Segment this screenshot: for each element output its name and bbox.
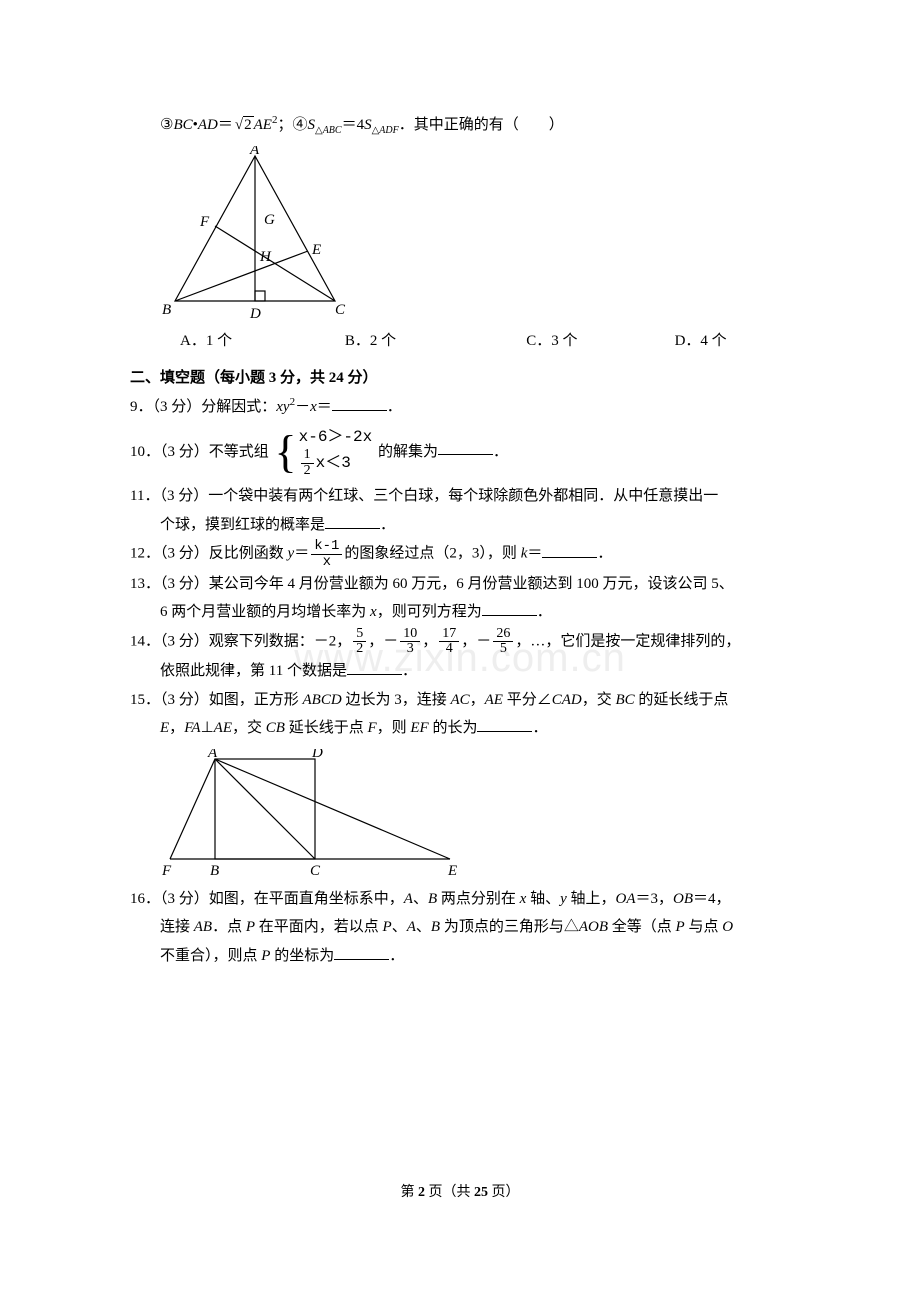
q14-f3n: 17 [439, 627, 459, 643]
footer-page: 2 [418, 1185, 425, 1200]
q11b: 个球，摸到红球的概率是． [130, 511, 790, 540]
q16c: 不重合），则点 P 的坐标为． [130, 942, 790, 971]
svg-text:D: D [311, 749, 323, 761]
label-H: H [259, 249, 272, 265]
q12-frac-num: k-1 [311, 539, 342, 555]
svg-text:B: B [210, 863, 219, 879]
q14-f4d: 5 [493, 642, 513, 657]
figure-q8: A B C D E F G H [130, 146, 790, 321]
choice-C: C．3 个 [526, 327, 674, 356]
q14: 14．（3 分）观察下列数据：－2，52，－103，174，－265，…，它们是… [130, 627, 790, 657]
q16b: 连接 AB．点 P 在平面内，若以点 P、A、B 为顶点的三角形与△AOB 全等… [130, 913, 790, 942]
q14-f3d: 4 [439, 642, 459, 657]
footer-post: 页） [488, 1185, 520, 1200]
q8-choices: A．1 个 B．2 个 C．3 个 D．4 个 [130, 327, 790, 356]
q13b: 6 两个月营业额的月均增长率为 x，则可列方程为． [130, 598, 790, 627]
choice-B: B．2 个 [345, 327, 526, 356]
q10-line2-rest: x＜3 [316, 454, 351, 472]
q11b-text: 个球，摸到红球的概率是 [160, 517, 325, 533]
svg-text:C: C [310, 863, 321, 879]
label-B: B [162, 302, 171, 318]
q14-f2d: 3 [400, 642, 420, 657]
label-E: E [311, 242, 321, 258]
footer-total: 25 [474, 1185, 488, 1200]
q12: 12．（3 分）反比例函数 y＝k-1x的图象经过点（2，3），则 k＝． [130, 539, 790, 569]
footer-pre: 第 [401, 1185, 419, 1200]
q13: 13．（3 分）某公司今年 4 月份营业额为 60 万元，6 月份营业额达到 1… [130, 570, 790, 599]
q10-line1: x-6＞-2x [299, 428, 373, 446]
label-G: G [264, 212, 275, 228]
q10: 10．（3 分）不等式组 { x-6＞-2x 12x＜3 的解集为． [130, 422, 790, 483]
choice-A: A．1 个 [180, 327, 345, 356]
q14b: 依照此规律，第 11 个数据是． [130, 657, 790, 686]
figure-q15: A D F B C E [130, 749, 790, 879]
section2-title: 二、填空题（每小题 3 分，共 24 分） [130, 364, 790, 393]
q12-frac-den: x [311, 555, 342, 570]
svg-text:E: E [447, 863, 457, 879]
q9: 9．（3 分）分解因式：xy2－x＝． [130, 392, 790, 422]
q15: 15．（3 分）如图，正方形 ABCD 边长为 3，连接 AC，AE 平分∠CA… [130, 686, 790, 715]
q15b: E，FA⊥AE，交 CB 延长线于点 F，则 EF 的长为． [130, 714, 790, 743]
choice-D: D．4 个 [675, 327, 790, 356]
q14b-text: 依照此规律，第 11 个数据是 [160, 663, 347, 679]
q10-frac-den: 2 [301, 464, 314, 479]
footer-mid: 页（共 [425, 1185, 474, 1200]
q14-f4n: 26 [493, 627, 513, 643]
page-footer: 第 2 页（共 25 页） [0, 1180, 920, 1207]
svg-text:F: F [161, 863, 172, 879]
label-C: C [335, 302, 346, 318]
svg-text:A: A [207, 749, 218, 761]
q16: 16．（3 分）如图，在平面直角坐标系中，A、B 两点分别在 x 轴、y 轴上，… [130, 885, 790, 914]
q14-f1d: 2 [353, 642, 366, 657]
q8-fragment: ③BC•AD＝2AE2；④S△ABC＝4S△ADF．其中正确的有（ ） [130, 110, 790, 140]
label-D: D [249, 306, 261, 321]
content: ③BC•AD＝2AE2；④S△ABC＝4S△ADF．其中正确的有（ ） A B … [130, 110, 790, 970]
q11: 11．（3 分）一个袋中装有两个红球、三个白球，每个球除颜色外都相同．从中任意摸… [130, 482, 790, 511]
label-F: F [199, 214, 210, 230]
q14-f1n: 5 [353, 627, 366, 643]
label-A: A [249, 146, 260, 158]
q14-f2n: 10 [400, 627, 420, 643]
q10-post: 的解集为 [378, 443, 438, 459]
q10-frac-num: 1 [301, 448, 314, 464]
q10-pre: 10．（3 分）不等式组 [130, 443, 269, 459]
